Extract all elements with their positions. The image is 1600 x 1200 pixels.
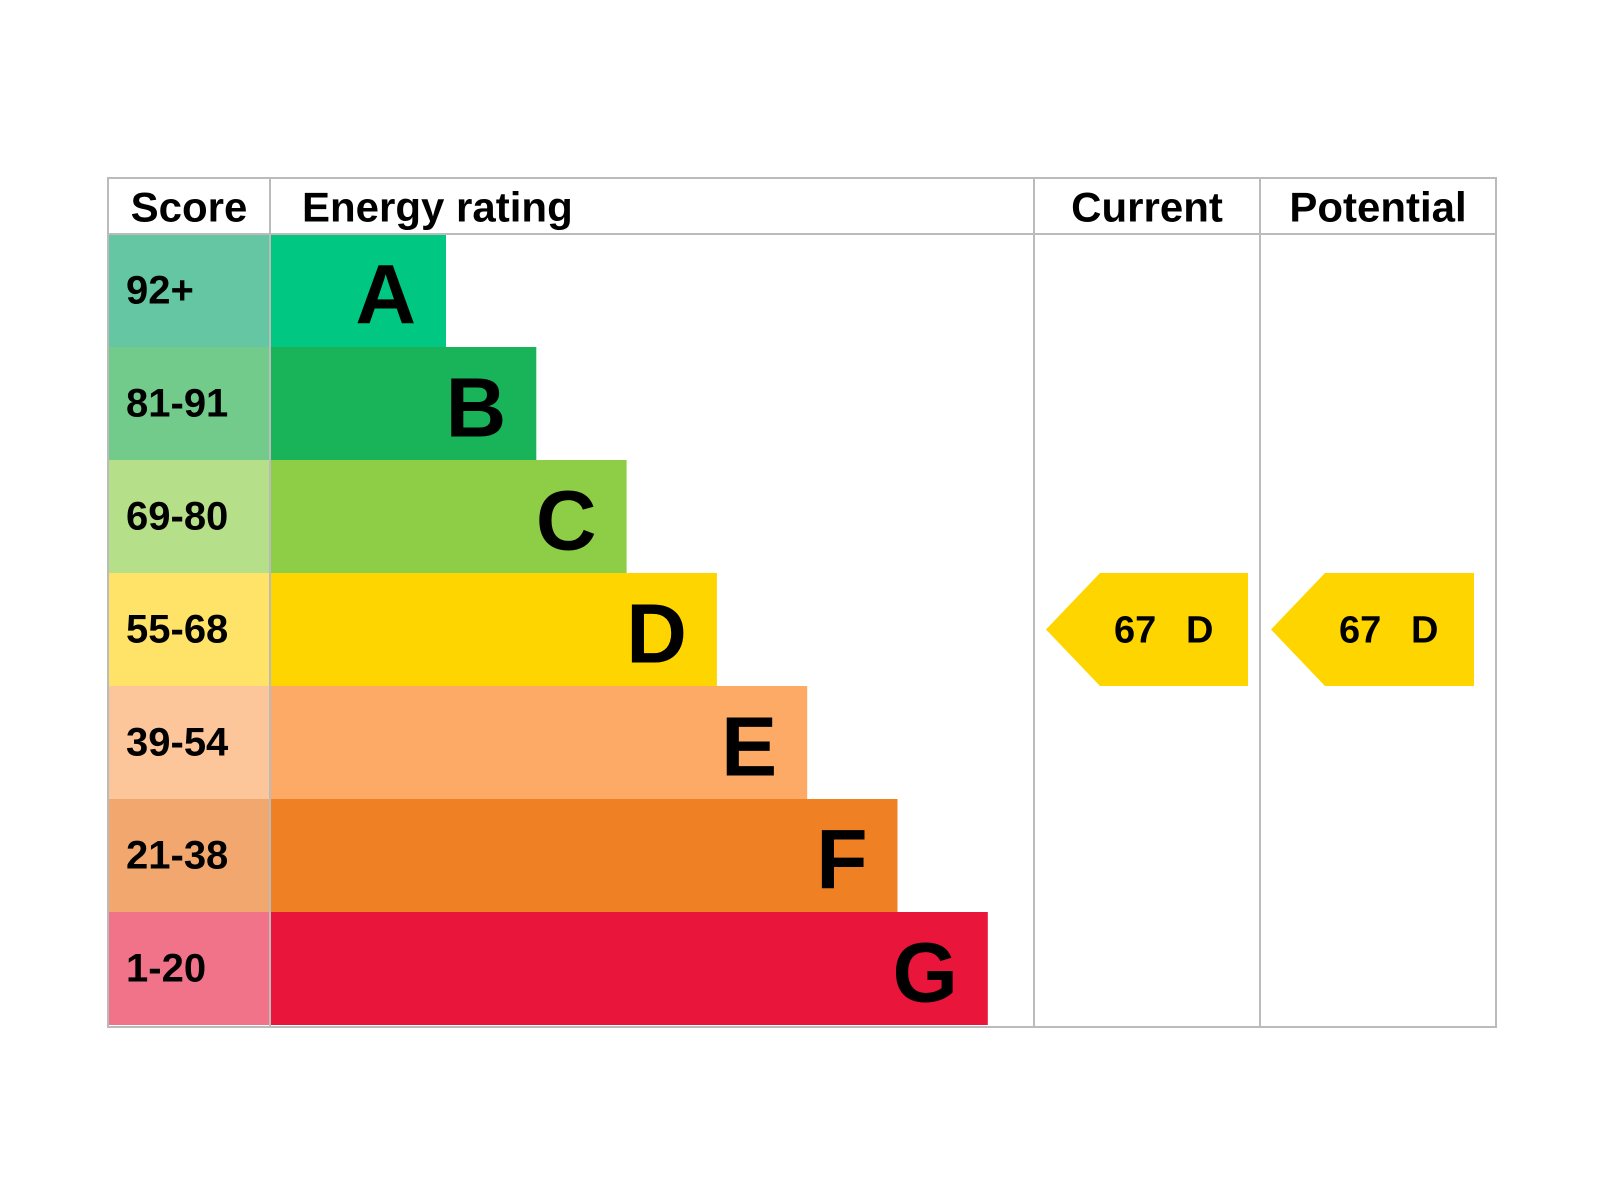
rating-letter: G bbox=[892, 926, 957, 1020]
rating-value: 67 bbox=[1339, 610, 1381, 652]
rating-bar bbox=[270, 912, 988, 1025]
header-potential: Potential bbox=[1289, 184, 1466, 231]
score-cell bbox=[108, 686, 270, 799]
score-label: 39-54 bbox=[126, 721, 229, 765]
score-cell bbox=[108, 912, 270, 1025]
rating-bar bbox=[270, 460, 627, 573]
rating-letter: A bbox=[355, 248, 416, 342]
score-cell bbox=[108, 573, 270, 686]
rating-letter: B bbox=[446, 361, 507, 455]
score-label: 81-91 bbox=[126, 382, 228, 426]
header-energy-rating: Energy rating bbox=[302, 184, 573, 231]
rating-letter: C bbox=[536, 474, 597, 568]
rating-letter-small: D bbox=[1186, 610, 1213, 652]
score-label: 55-68 bbox=[126, 608, 228, 652]
score-cell bbox=[108, 460, 270, 573]
rating-bar bbox=[270, 234, 446, 347]
header-score: Score bbox=[131, 184, 248, 231]
rating-arrow bbox=[1271, 573, 1474, 686]
table-frame bbox=[107, 177, 1497, 1028]
rating-value: 67 bbox=[1114, 610, 1156, 652]
score-label: 21-38 bbox=[126, 834, 228, 878]
rating-bar bbox=[270, 686, 808, 799]
rating-bar bbox=[270, 799, 898, 912]
rating-letter: F bbox=[816, 813, 867, 907]
rating-bar bbox=[270, 573, 717, 686]
score-cell bbox=[108, 347, 270, 460]
score-cell bbox=[108, 799, 270, 912]
header-current: Current bbox=[1071, 184, 1223, 231]
score-label: 1-20 bbox=[126, 947, 206, 991]
score-label: 69-80 bbox=[126, 495, 228, 539]
rating-letter: E bbox=[721, 700, 777, 794]
rating-letter-small: D bbox=[1411, 610, 1438, 652]
rating-bar bbox=[270, 347, 537, 460]
score-label: 92+ bbox=[126, 269, 194, 313]
rating-letter: D bbox=[626, 587, 687, 681]
score-cell bbox=[108, 234, 270, 347]
rating-arrow bbox=[1046, 573, 1248, 686]
